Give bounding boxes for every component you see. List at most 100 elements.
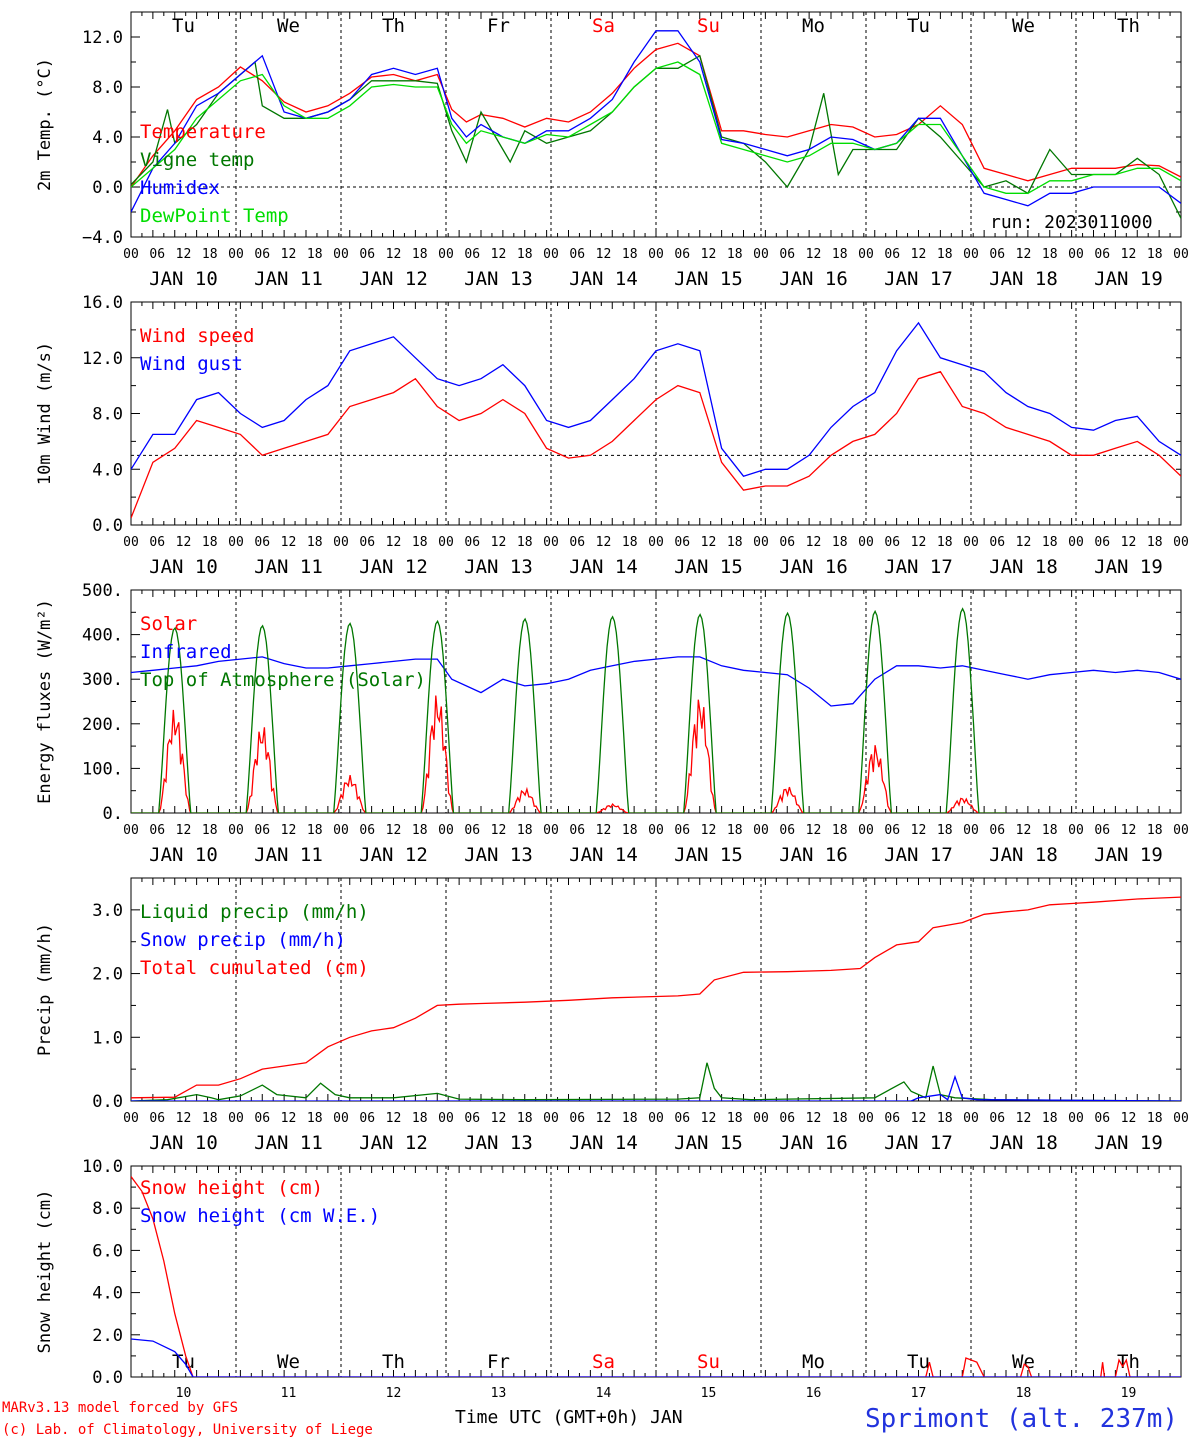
- date-label: JAN 13: [464, 844, 533, 866]
- date-label: JAN 15: [674, 844, 743, 866]
- series-line-snow-height-cm-w-e-: [131, 1338, 1181, 1377]
- series-group: [131, 607, 1181, 813]
- hour-tick-label: 00: [543, 535, 559, 550]
- panel-precip: 0.0 1.0 2.0 3.0 Precip (mm/h) 00 06 12 18 JAN 10 0…: [35, 877, 1189, 1154]
- y-tick-label: 0.0: [92, 1092, 123, 1112]
- hour-tick-label: 00: [228, 247, 244, 262]
- date-label: JAN 14: [569, 556, 638, 578]
- hour-tick-label: 06: [884, 535, 900, 550]
- hour-tick-label: 12: [596, 1111, 612, 1126]
- hour-tick-label: 00: [1173, 247, 1189, 262]
- series-line-total-cumulated-cm-: [131, 896, 1181, 1099]
- run-label: run: 2023011000: [990, 212, 1153, 233]
- hour-tick-label: 18: [1042, 823, 1058, 838]
- day-number: 18: [1016, 1386, 1032, 1401]
- y-tick-label: 3.0: [92, 901, 123, 921]
- hour-tick-label: 18: [727, 535, 743, 550]
- hour-tick-label: 18: [1042, 247, 1058, 262]
- hour-tick-label: 00: [333, 247, 349, 262]
- hour-tick-label: 18: [307, 247, 323, 262]
- hour-tick-label: 12: [806, 823, 822, 838]
- hour-tick-label: 06: [464, 823, 480, 838]
- date-label: JAN 12: [359, 1132, 428, 1154]
- hour-tick-label: 12: [596, 247, 612, 262]
- hour-tick-label: 12: [1016, 1111, 1032, 1126]
- hour-tick-label: 12: [1121, 535, 1137, 550]
- hour-tick-label: 18: [202, 1111, 218, 1126]
- hour-tick-label: 12: [701, 823, 717, 838]
- weekday-label: Th: [382, 15, 405, 37]
- hour-tick-label: 00: [543, 823, 559, 838]
- hour-tick-label: 18: [937, 823, 953, 838]
- y-axis-title: 2m Temp. (°C): [35, 58, 55, 191]
- hour-tick-label: 12: [596, 535, 612, 550]
- hour-tick-label: 12: [596, 823, 612, 838]
- panel-frame: [130, 301, 1182, 526]
- hour-tick-label: 18: [412, 1111, 428, 1126]
- hour-tick-label: 18: [517, 823, 533, 838]
- hour-tick-label: 06: [359, 535, 375, 550]
- date-label: JAN 17: [884, 1132, 953, 1154]
- hour-tick-label: 00: [963, 535, 979, 550]
- hour-tick-label: 06: [989, 247, 1005, 262]
- y-tick-label: 4.0: [92, 1284, 123, 1304]
- series-line-humidex: [131, 30, 1181, 213]
- y-tick-label: 300.: [82, 670, 123, 690]
- series-line-wind-speed: [131, 370, 1181, 519]
- hour-tick-label: 18: [727, 823, 743, 838]
- y-tick-label: 0.0: [92, 1368, 123, 1388]
- hour-tick-label: 18: [517, 1111, 533, 1126]
- hour-tick-label: 12: [386, 535, 402, 550]
- weekday-label: Sa: [592, 1351, 615, 1373]
- panel-snow: 0.0 2.0 4.0 6.0 8.0 10.0 Snow height (cm) 10 11 1…: [35, 1157, 1182, 1401]
- hour-tick-label: 00: [1068, 823, 1084, 838]
- station-label: Sprimont (alt. 237m): [865, 1404, 1178, 1434]
- panel-energy: 0. 100. 200. 300. 400. 500. Energy fluxes (W/m…: [35, 581, 1189, 866]
- date-label: JAN 18: [989, 1132, 1058, 1154]
- hour-tick-label: 18: [727, 1111, 743, 1126]
- hour-tick-label: 12: [1121, 1111, 1137, 1126]
- hour-tick-label: 18: [937, 247, 953, 262]
- legend-entry: Infrared: [140, 641, 232, 663]
- weekday-label: Su: [697, 15, 720, 37]
- hour-tick-label: 00: [753, 535, 769, 550]
- hour-tick-label: 06: [884, 823, 900, 838]
- date-label: JAN 11: [254, 844, 323, 866]
- hour-tick-label: 06: [254, 1111, 270, 1126]
- hour-tick-label: 12: [491, 247, 507, 262]
- hour-tick-label: 12: [911, 823, 927, 838]
- x-axis-title: Time UTC (GMT+0h) JAN: [455, 1407, 683, 1428]
- hour-tick-label: 00: [858, 1111, 874, 1126]
- hour-tick-label: 06: [359, 823, 375, 838]
- hour-tick-label: 06: [779, 247, 795, 262]
- legend-entry: Top of Atmosphere (Solar): [140, 669, 426, 691]
- y-axis-title: Energy fluxes (W/m²): [35, 599, 55, 804]
- date-label: JAN 15: [674, 556, 743, 578]
- hour-tick-label: 00: [333, 823, 349, 838]
- hour-tick-label: 12: [176, 1111, 192, 1126]
- hour-tick-label: 18: [832, 823, 848, 838]
- hour-tick-label: 06: [149, 535, 165, 550]
- legend-entry: Liquid precip (mm/h): [140, 901, 369, 923]
- series-group: [131, 1176, 1181, 1377]
- weekday-label: Tu: [172, 15, 195, 37]
- hour-tick-label: 06: [1094, 1111, 1110, 1126]
- hour-tick-label: 06: [359, 1111, 375, 1126]
- y-axis-title: Precip (mm/h): [35, 923, 55, 1056]
- hour-tick-label: 18: [307, 823, 323, 838]
- weekday-label: Th: [1117, 15, 1140, 37]
- y-axis-title: 10m Wind (m/s): [35, 342, 55, 485]
- legend-entry: Snow height (cm W.E.): [140, 1205, 380, 1227]
- y-tick-label: 4.0: [92, 128, 123, 148]
- hour-tick-label: 00: [1068, 535, 1084, 550]
- hour-tick-label: 12: [386, 247, 402, 262]
- hour-tick-label: 00: [1173, 1111, 1189, 1126]
- hour-tick-label: 00: [753, 823, 769, 838]
- day-number: 17: [911, 1386, 927, 1401]
- hour-tick-label: 12: [1121, 823, 1137, 838]
- date-label: JAN 12: [359, 556, 428, 578]
- hour-tick-label: 06: [779, 823, 795, 838]
- hour-tick-label: 00: [963, 1111, 979, 1126]
- date-label: JAN 19: [1094, 268, 1163, 290]
